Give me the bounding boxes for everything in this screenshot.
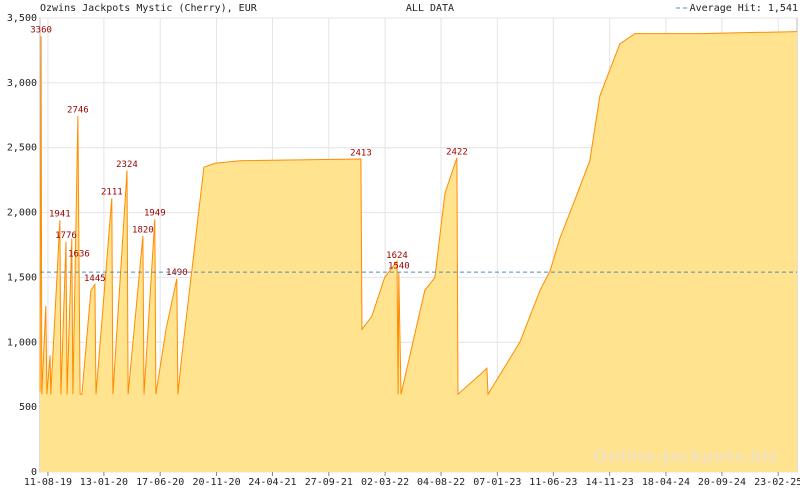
x-tick-label: 11-06-23 xyxy=(529,477,577,488)
x-tick-label: 13-01-20 xyxy=(80,477,128,488)
area xyxy=(40,31,797,472)
x-tick-label: 04-08-22 xyxy=(417,477,465,488)
x-tick-label: 20-09-24 xyxy=(698,477,746,488)
y-tick-label: 3,000 xyxy=(7,78,37,89)
x-tick-label: 07-01-23 xyxy=(473,477,521,488)
y-tick-label: 1,500 xyxy=(7,272,37,283)
value-label: 1776 xyxy=(55,231,77,241)
y-tick-label: 1,000 xyxy=(7,337,37,348)
x-tick-label: 17-06-20 xyxy=(136,477,184,488)
value-label: 2422 xyxy=(446,147,468,157)
value-label: 1941 xyxy=(49,210,71,220)
x-tick-label: 23-02-25 xyxy=(754,477,800,488)
value-label: 2111 xyxy=(101,188,123,198)
chart-subtitle: ALL DATA xyxy=(406,3,454,14)
y-tick-label: 0 xyxy=(31,467,37,478)
value-label: 1490 xyxy=(166,268,188,278)
chart-title: Ozwins Jackpots Mystic (Cherry), EUR xyxy=(40,3,258,14)
x-tick-label: 18-04-24 xyxy=(642,477,690,488)
legend-label: Average Hit: 1,541 xyxy=(690,3,798,14)
x-tick-label: 27-09-21 xyxy=(305,477,353,488)
y-tick-label: 500 xyxy=(19,402,37,413)
x-tick-label: 14-11-23 xyxy=(586,477,634,488)
value-label: 1540 xyxy=(388,262,410,272)
x-tick-label: 24-04-21 xyxy=(248,477,296,488)
value-label: 2746 xyxy=(67,105,89,115)
value-label: 1624 xyxy=(386,251,408,261)
value-label: 1636 xyxy=(68,249,90,259)
value-label: 1820 xyxy=(132,225,154,235)
y-tick-label: 3,500 xyxy=(7,13,37,24)
value-label: 2324 xyxy=(116,160,138,170)
x-tick-label: 11-08-19 xyxy=(24,477,72,488)
value-label: 1445 xyxy=(84,274,106,284)
y-tick-label: 2,000 xyxy=(7,208,37,219)
x-tick-label: 20-11-20 xyxy=(192,477,240,488)
x-tick-label: 02-03-22 xyxy=(361,477,409,488)
value-label: 3360 xyxy=(30,26,52,36)
value-label: 1949 xyxy=(144,209,166,219)
value-label: 2413 xyxy=(350,148,372,158)
watermark: Online-Jackpots.biz xyxy=(593,447,778,467)
line xyxy=(39,31,798,396)
y-tick-label: 2,500 xyxy=(7,143,37,154)
